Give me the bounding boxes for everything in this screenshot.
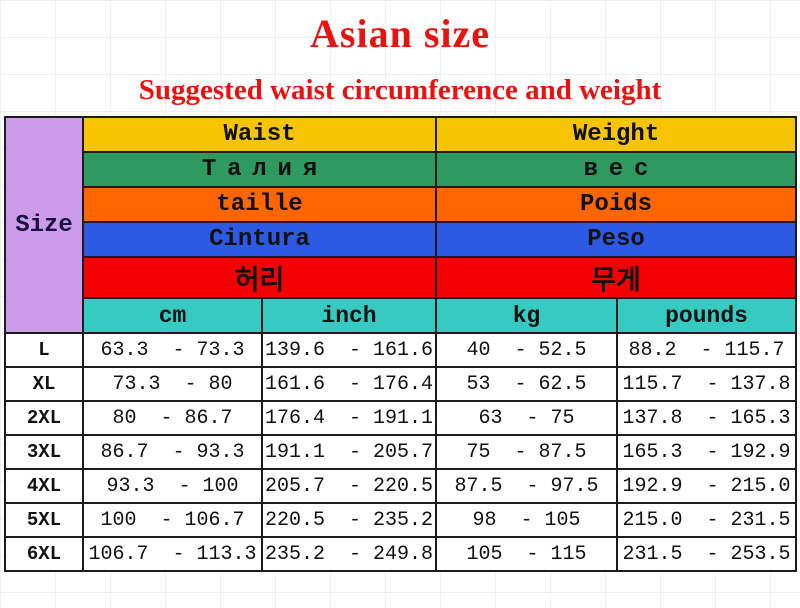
table-row-6xl: 6XL 106.7 - 113.3 235.2 - 249.8 105 - 11… xyxy=(4,536,798,572)
header-waist-russian: Талия xyxy=(81,151,438,188)
size-label: 2XL xyxy=(4,400,84,436)
table-row-xl: XL 73.3 - 80 161.6 - 176.4 53 - 62.5 115… xyxy=(4,366,798,402)
range-inch: 191.1 - 205.7 xyxy=(260,434,438,470)
range-cm: 73.3 - 80 xyxy=(82,366,263,402)
range-kg: 53 - 62.5 xyxy=(435,366,619,402)
range-kg: 87.5 - 97.5 xyxy=(435,468,619,504)
header-waist-spanish: Cintura xyxy=(81,221,438,258)
range-cm: 100 - 106.7 xyxy=(82,502,263,538)
table-row-2xl: 2XL 80 - 86.7 176.4 - 191.1 63 - 75 137.… xyxy=(4,400,798,436)
header-weight-english: Weight xyxy=(435,116,798,153)
range-kg: 40 - 52.5 xyxy=(435,332,619,368)
unit-inch: inch xyxy=(260,297,438,334)
range-inch: 139.6 - 161.6 xyxy=(260,332,438,368)
page-title: Asian size xyxy=(310,11,490,56)
unit-cm: cm xyxy=(82,297,263,334)
table-row-l: L 63.3 - 73.3 139.6 - 161.6 40 - 52.5 88… xyxy=(4,332,798,368)
range-kg: 63 - 75 xyxy=(435,400,619,436)
range-cm: 93.3 - 100 xyxy=(82,468,263,504)
header-row-russian: Талия вес xyxy=(5,151,798,188)
range-inch: 235.2 - 249.8 xyxy=(260,536,438,572)
size-column-header: Size xyxy=(4,116,84,334)
range-kg: 105 - 115 xyxy=(435,536,619,572)
range-pounds: 115.7 - 137.8 xyxy=(616,366,798,402)
table-row-5xl: 5XL 100 - 106.7 220.5 - 235.2 98 - 105 2… xyxy=(4,502,798,538)
size-label: 4XL xyxy=(4,468,84,504)
range-kg: 75 - 87.5 xyxy=(435,434,619,470)
header-weight-korean: 무게 xyxy=(435,256,798,299)
size-label: 3XL xyxy=(4,434,84,470)
range-inch: 220.5 - 235.2 xyxy=(260,502,438,538)
size-label: 5XL xyxy=(4,502,84,538)
header-weight-french: Poids xyxy=(435,186,798,223)
table-row-3xl: 3XL 86.7 - 93.3 191.1 - 205.7 75 - 87.5 … xyxy=(4,434,798,470)
range-pounds: 215.0 - 231.5 xyxy=(616,502,798,538)
range-inch: 176.4 - 191.1 xyxy=(260,400,438,436)
page-subtitle: Suggested waist circumference and weight xyxy=(138,74,662,106)
range-inch: 161.6 - 176.4 xyxy=(260,366,438,402)
range-kg: 98 - 105 xyxy=(435,502,619,538)
unit-pounds: pounds xyxy=(616,297,798,334)
range-cm: 80 - 86.7 xyxy=(82,400,263,436)
header-row-korean: 허리 무게 xyxy=(5,256,798,299)
range-pounds: 192.9 - 215.0 xyxy=(616,468,798,504)
size-label: 6XL xyxy=(4,536,84,572)
header-waist-korean: 허리 xyxy=(81,256,438,299)
range-cm: 86.7 - 93.3 xyxy=(82,434,263,470)
header-weight-russian: вес xyxy=(435,151,798,188)
unit-kg: kg xyxy=(435,297,619,334)
range-pounds: 88.2 - 115.7 xyxy=(616,332,798,368)
header-weight-spanish: Peso xyxy=(435,221,798,258)
units-row: cm inch kg pounds xyxy=(5,297,798,334)
range-cm: 106.7 - 113.3 xyxy=(82,536,263,572)
header-row-spanish: Cintura Peso xyxy=(5,221,798,258)
header-row-english: Size Waist Weight xyxy=(4,116,798,334)
range-pounds: 231.5 - 253.5 xyxy=(616,536,798,572)
size-label: L xyxy=(4,332,84,368)
range-cm: 63.3 - 73.3 xyxy=(82,332,263,368)
header-waist-french: taille xyxy=(81,186,438,223)
range-inch: 205.7 - 220.5 xyxy=(260,468,438,504)
size-chart-table: Size Waist Weight Талия вес taille Poids… xyxy=(4,116,798,572)
table-row-4xl: 4XL 93.3 - 100 205.7 - 220.5 87.5 - 97.5… xyxy=(4,468,798,504)
header-row-french: taille Poids xyxy=(5,186,798,223)
size-label: XL xyxy=(4,366,84,402)
range-pounds: 137.8 - 165.3 xyxy=(616,400,798,436)
header-waist-english: Waist xyxy=(81,116,438,153)
range-pounds: 165.3 - 192.9 xyxy=(616,434,798,470)
